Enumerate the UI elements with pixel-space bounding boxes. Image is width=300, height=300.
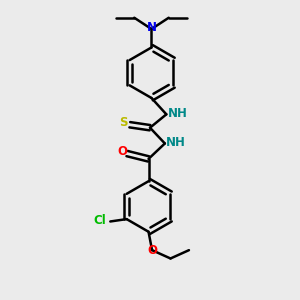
Text: Cl: Cl [93, 214, 106, 227]
Text: O: O [118, 145, 128, 158]
Text: NH: NH [168, 107, 188, 120]
Text: N: N [146, 21, 157, 34]
Text: S: S [120, 116, 128, 129]
Text: O: O [147, 244, 157, 257]
Text: NH: NH [166, 136, 186, 149]
